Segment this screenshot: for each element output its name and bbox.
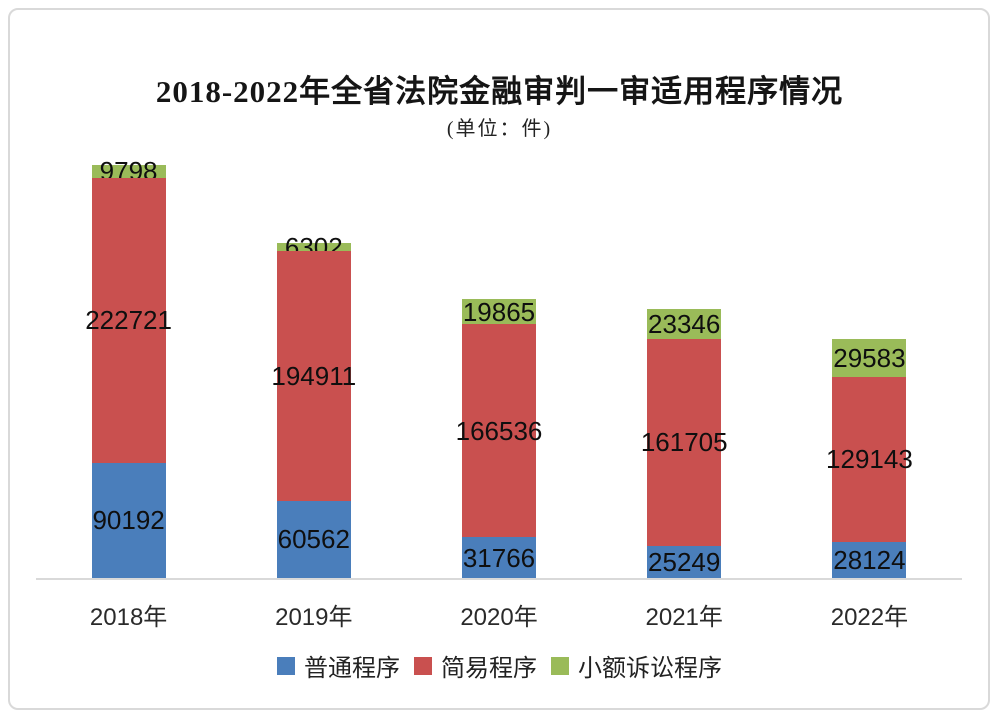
legend-label: 普通程序: [304, 656, 400, 682]
legend: 普通程序 简易程序 小额诉讼程序: [0, 648, 999, 683]
stacked-bar-plot: 9798 222721 90192 6302 194911 60562 19865 16653…: [36, 158, 962, 578]
legend-swatch-icon: [414, 656, 432, 675]
bar-segment-简易程序: 222721: [85, 177, 172, 463]
bar-segment-简易程序: 129143: [826, 376, 913, 542]
bar-segment-简易程序: 166536: [456, 324, 542, 538]
bar-value-label: 28124: [833, 545, 906, 575]
bar-value-label: 23346: [648, 308, 721, 339]
chart-subtitle: (单位：件): [446, 118, 553, 140]
bar-value-label: 90192: [92, 505, 165, 536]
bar-segment-小额诉讼程序: 23346: [647, 308, 722, 339]
x-axis-label: 2020年: [460, 604, 538, 631]
bar-value-label: 60562: [277, 524, 350, 555]
bar-column-2020年: 19865 166536 31766: [406, 165, 591, 578]
bar-segment-小额诉讼程序: 9798: [91, 158, 166, 184]
legend-swatch-icon: [551, 656, 569, 675]
x-axis-label: 2022年: [830, 604, 909, 631]
legend-item-小额诉讼程序: 小额诉讼程序: [551, 648, 722, 683]
bar-segment-普通程序: 60562: [276, 500, 351, 578]
bar-column-2021年: 23346 161705 25249: [592, 165, 777, 578]
bar-segment-小额诉讼程序: 6302: [276, 234, 351, 260]
x-axis-line: [36, 578, 962, 580]
bar-value-label: 31766: [462, 542, 536, 573]
x-axis-label: 2018年: [89, 604, 168, 631]
bar-column-2018年: 9798 222721 90192: [36, 158, 221, 578]
bar-column-2019年: 6302 194911 60562: [221, 165, 406, 578]
x-axis-labels: 2018年 2019年 2020年 2021年 2022年: [36, 597, 962, 632]
bar-segment-普通程序: 28124: [832, 542, 907, 578]
bar-value-label: 25249: [648, 546, 721, 577]
bar-value-label: 161705: [640, 427, 728, 458]
bar-value-label: 19865: [462, 296, 536, 327]
legend-item-简易程序: 简易程序: [414, 648, 537, 683]
bar-segment-普通程序: 31766: [462, 537, 536, 578]
bar-value-label: 29583: [833, 342, 906, 373]
legend-swatch-icon: [277, 656, 295, 675]
bar-segment-小额诉讼程序: 29583: [832, 338, 907, 377]
bar-column-2022年: 29583 129143 28124: [777, 165, 962, 578]
legend-label: 小额诉讼程序: [578, 656, 722, 682]
legend-item-普通程序: 普通程序: [277, 648, 400, 683]
bar-value-label: 129143: [826, 444, 913, 475]
bar-segment-普通程序: 25249: [647, 545, 722, 578]
bar-value-label: 194911: [271, 360, 357, 391]
bar-value-label: 222721: [85, 305, 172, 336]
chart-title: 2018-2022年全省法院金融审判一审适用程序情况: [155, 74, 844, 109]
legend-label: 简易程序: [441, 656, 537, 682]
bar-segment-小额诉讼程序: 19865: [462, 296, 536, 327]
bar-value-label: 166536: [455, 415, 543, 446]
bar-segment-简易程序: 194911: [271, 251, 356, 501]
x-axis-label: 2021年: [645, 604, 723, 631]
bar-segment-普通程序: 90192: [91, 462, 166, 578]
x-axis-label: 2019年: [275, 604, 353, 631]
bar-segment-简易程序: 161705: [641, 338, 728, 546]
